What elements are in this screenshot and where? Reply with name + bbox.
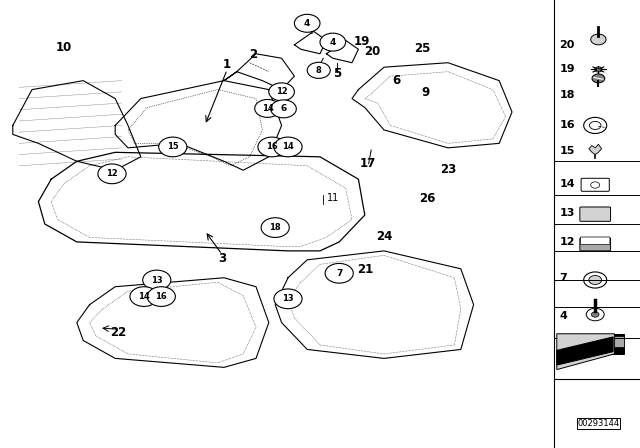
Circle shape <box>591 182 600 188</box>
Text: 12: 12 <box>276 87 287 96</box>
Text: 20: 20 <box>559 40 575 50</box>
Polygon shape <box>589 144 602 155</box>
Text: 15: 15 <box>559 146 575 156</box>
Text: 18: 18 <box>559 90 575 100</box>
Circle shape <box>271 100 296 118</box>
Circle shape <box>592 74 605 83</box>
Circle shape <box>261 218 289 237</box>
Circle shape <box>589 121 601 129</box>
Text: 20: 20 <box>364 45 381 58</box>
Text: 21: 21 <box>356 263 373 276</box>
Circle shape <box>269 83 294 101</box>
Text: 3: 3 <box>218 252 226 266</box>
Text: 18: 18 <box>269 223 281 232</box>
Circle shape <box>130 287 158 306</box>
Text: 4: 4 <box>330 38 336 47</box>
Polygon shape <box>557 337 613 365</box>
Circle shape <box>591 34 606 45</box>
Text: 1: 1 <box>223 58 231 72</box>
Circle shape <box>255 99 280 117</box>
Text: 9: 9 <box>422 86 429 99</box>
Text: 17: 17 <box>360 157 376 170</box>
Text: 24: 24 <box>376 229 392 243</box>
Circle shape <box>320 33 346 51</box>
Circle shape <box>586 308 604 321</box>
Text: 14: 14 <box>282 142 294 151</box>
Text: 7: 7 <box>559 273 567 283</box>
Text: 19: 19 <box>353 34 370 48</box>
Text: 15: 15 <box>167 142 179 151</box>
Text: 6: 6 <box>393 74 401 87</box>
Text: 7: 7 <box>336 269 342 278</box>
Text: 11: 11 <box>326 193 339 203</box>
FancyBboxPatch shape <box>580 237 610 245</box>
Circle shape <box>159 137 187 157</box>
FancyBboxPatch shape <box>560 336 624 347</box>
Text: 2: 2 <box>249 48 257 61</box>
Text: 4: 4 <box>304 19 310 28</box>
Circle shape <box>143 270 171 290</box>
Text: 13: 13 <box>559 208 575 218</box>
Text: 19: 19 <box>559 65 575 74</box>
FancyBboxPatch shape <box>581 178 609 191</box>
Text: 26: 26 <box>419 191 435 205</box>
Text: 12: 12 <box>106 169 118 178</box>
Circle shape <box>584 117 607 134</box>
FancyBboxPatch shape <box>580 238 611 251</box>
Text: 4: 4 <box>559 311 567 321</box>
Text: 12: 12 <box>559 237 575 247</box>
Text: 10: 10 <box>56 40 72 54</box>
Circle shape <box>591 312 599 317</box>
Text: 14: 14 <box>262 104 273 113</box>
Text: 23: 23 <box>440 163 456 176</box>
Circle shape <box>98 164 126 184</box>
Text: 14: 14 <box>138 292 150 301</box>
Text: 14: 14 <box>559 179 575 189</box>
Circle shape <box>307 62 330 78</box>
Circle shape <box>147 287 175 306</box>
Circle shape <box>589 276 602 284</box>
Text: 5: 5 <box>333 67 341 81</box>
Circle shape <box>274 137 302 157</box>
Text: 16: 16 <box>156 292 167 301</box>
Text: 25: 25 <box>414 42 431 55</box>
Circle shape <box>584 272 607 288</box>
Circle shape <box>595 67 602 72</box>
Text: 8: 8 <box>316 66 321 75</box>
Text: 6: 6 <box>280 104 287 113</box>
Text: 00293144: 00293144 <box>577 419 620 428</box>
Circle shape <box>294 14 320 32</box>
Text: 16: 16 <box>559 121 575 130</box>
FancyBboxPatch shape <box>560 334 624 354</box>
Circle shape <box>274 289 302 309</box>
Text: 22: 22 <box>110 326 127 339</box>
Polygon shape <box>557 334 614 370</box>
Text: 13: 13 <box>151 276 163 284</box>
FancyBboxPatch shape <box>580 207 611 221</box>
Text: 13: 13 <box>282 294 294 303</box>
Circle shape <box>258 137 286 157</box>
Circle shape <box>325 263 353 283</box>
Text: 16: 16 <box>266 142 278 151</box>
